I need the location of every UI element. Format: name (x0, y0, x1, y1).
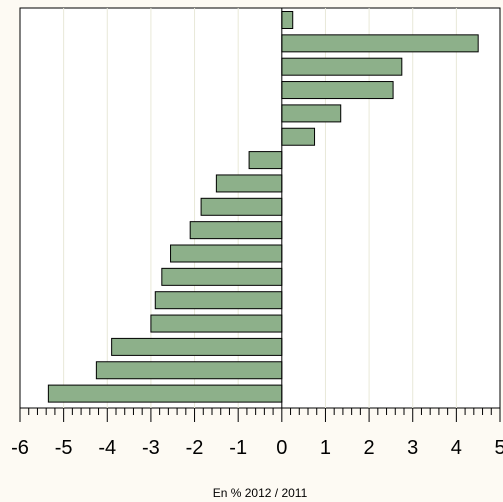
bar (200, 197, 283, 216)
x-tick-label: -1 (229, 437, 247, 459)
gridlines (63, 8, 457, 408)
bar (161, 267, 283, 286)
x-tick-label: 5 (494, 437, 503, 459)
bar (281, 11, 294, 29)
x-tick-label: 2 (364, 437, 375, 459)
bar (154, 291, 283, 310)
x-tick-label: -5 (55, 437, 73, 459)
bar (248, 151, 283, 170)
bar (170, 244, 283, 263)
bar (111, 337, 283, 356)
x-tick-label: 0 (276, 437, 287, 459)
bar (47, 384, 283, 403)
bar (281, 34, 479, 53)
bar (281, 57, 403, 76)
x-tick-label: 1 (320, 437, 331, 459)
bar (189, 221, 283, 240)
x-tick-label: 3 (407, 437, 418, 459)
bar (150, 314, 283, 333)
x-tick-label: 4 (451, 437, 462, 459)
bar (281, 104, 342, 123)
bar (281, 81, 394, 100)
x-tick-label: -4 (98, 437, 116, 459)
x-tick-label: -3 (142, 437, 160, 459)
bar (95, 361, 283, 380)
bar (215, 174, 283, 193)
x-axis-title: En % 2012 / 2011 (213, 486, 308, 500)
x-tick-label: -6 (11, 437, 29, 459)
x-axis: -6 -5 -4 -3 -2 -1 0 1 2 3 4 5 (11, 408, 503, 459)
bar (281, 127, 316, 146)
x-tick-label: -2 (186, 437, 204, 459)
